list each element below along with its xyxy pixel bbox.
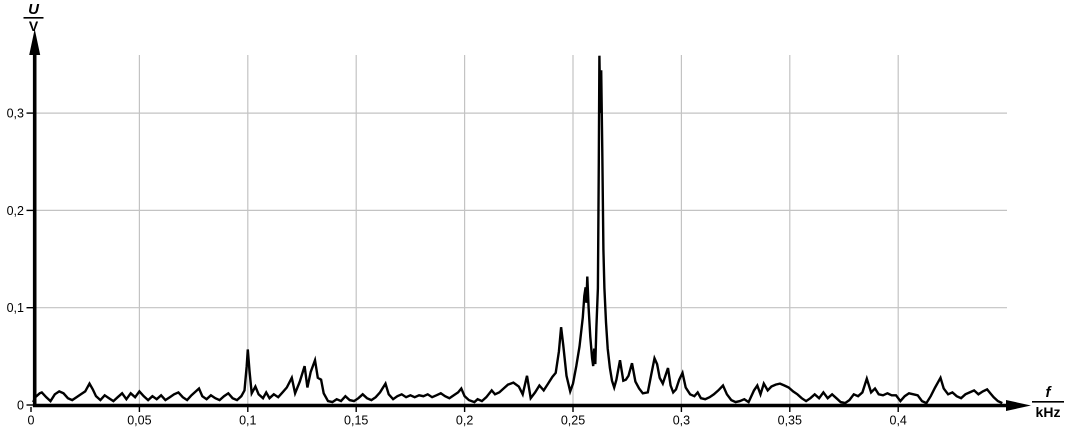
y-axis-unit-denominator: V <box>29 18 39 34</box>
x-tick-label: 0,1 <box>239 414 256 428</box>
y-tick-label: 0 <box>17 399 24 413</box>
x-tick-label: 0,35 <box>778 414 802 428</box>
x-tick-label: 0 <box>28 414 35 428</box>
x-axis-unit-denominator: kHz <box>1036 404 1061 420</box>
y-axis-unit-label: U V <box>23 1 44 34</box>
y-axis-unit-numerator: U <box>28 1 40 18</box>
y-tick-label: 0,1 <box>7 301 24 315</box>
y-tick-label: 0,3 <box>7 107 24 121</box>
y-tick-label: 0,2 <box>7 204 24 218</box>
x-axis-unit-label: f kHz <box>1032 384 1064 420</box>
x-tick-label: 0,05 <box>127 414 151 428</box>
axis-ticks: 0 0,05 0,1 0,15 0,2 0,25 0,3 0,35 0,4 0 0,1 0,2 0,3 <box>7 107 907 428</box>
x-tick-label: 0,3 <box>673 414 690 428</box>
x-tick-label: 0,15 <box>344 414 368 428</box>
x-axis-unit-numerator: f <box>1046 384 1053 401</box>
x-tick-label: 0,4 <box>890 414 907 428</box>
x-axis-arrowhead-icon <box>1006 400 1031 411</box>
x-tick-label: 0,2 <box>456 414 473 428</box>
spectrum-trace <box>32 55 1003 405</box>
y-axis-arrowhead-icon <box>29 29 41 55</box>
gridlines <box>33 55 1007 405</box>
x-tick-label: 0,25 <box>561 414 585 428</box>
